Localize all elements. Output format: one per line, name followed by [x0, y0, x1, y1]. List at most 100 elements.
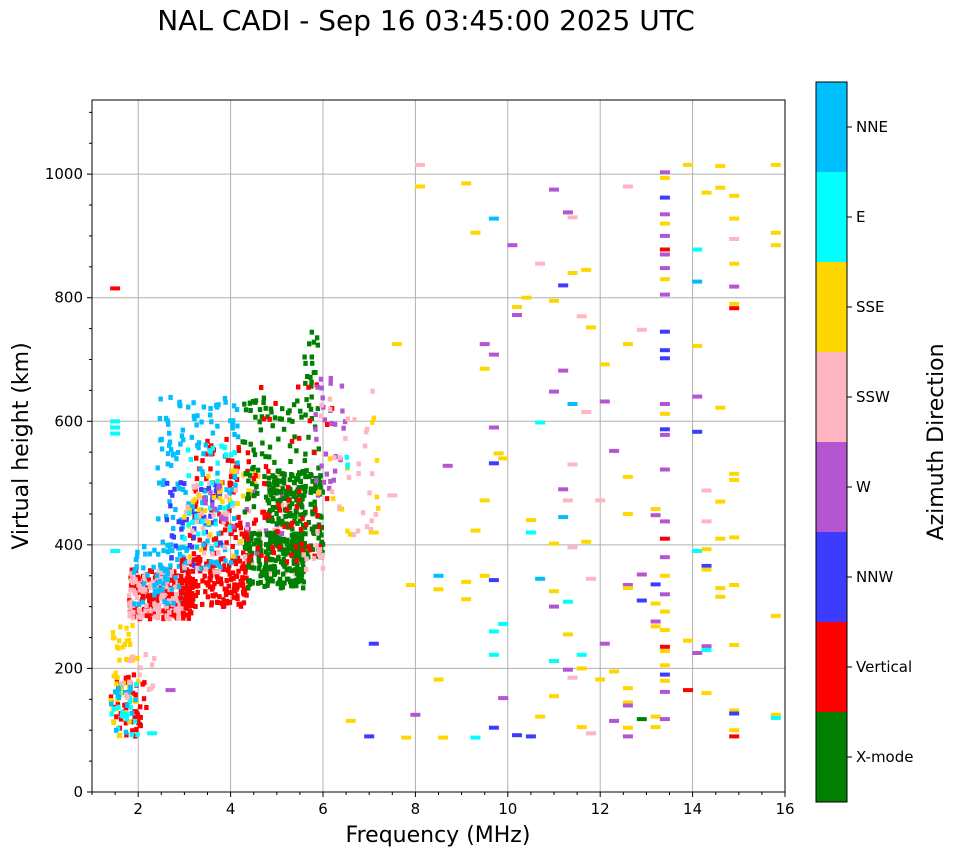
echo-point — [215, 562, 220, 568]
echo-point — [275, 482, 280, 488]
echo-point — [216, 485, 221, 491]
echo-point — [549, 541, 559, 546]
echo-point — [729, 734, 740, 739]
echo-point — [245, 522, 250, 528]
echo-point — [318, 376, 324, 382]
echo-point — [729, 301, 740, 306]
echo-point — [162, 592, 167, 598]
echo-point — [265, 512, 271, 518]
echo-point — [199, 510, 205, 516]
echo-point — [148, 608, 153, 614]
echo-point — [129, 732, 134, 738]
echo-point — [262, 565, 268, 571]
echo-point — [228, 576, 234, 582]
y-tick-label: 600 — [54, 412, 83, 430]
echo-point — [659, 292, 670, 297]
echo-point — [212, 550, 218, 556]
echo-point — [586, 576, 596, 581]
echo-point — [339, 506, 344, 512]
echo-point — [208, 412, 213, 418]
echo-point — [167, 546, 172, 552]
echo-point — [262, 474, 267, 480]
echo-point — [280, 406, 285, 412]
echo-point — [298, 512, 303, 518]
echo-point — [303, 451, 308, 457]
x-tick-label: 16 — [775, 800, 794, 818]
echo-point — [127, 699, 132, 704]
echo-point — [770, 243, 781, 248]
echo-point — [160, 482, 166, 487]
echo-point — [387, 493, 398, 498]
echo-point — [280, 502, 285, 508]
echo-point — [215, 460, 220, 466]
echo-point — [142, 680, 147, 686]
echo-point — [126, 689, 132, 695]
echo-point — [315, 406, 321, 412]
echo-point — [277, 507, 283, 513]
echo-point — [163, 610, 168, 616]
echo-point — [301, 585, 306, 591]
echo-point — [243, 471, 248, 477]
echo-point — [193, 593, 199, 599]
echo-point — [182, 481, 187, 487]
echo-point — [147, 616, 153, 622]
echo-point — [729, 535, 740, 540]
echo-point — [192, 484, 198, 490]
echo-point — [659, 592, 670, 597]
echo-point — [309, 379, 314, 385]
echo-point — [442, 463, 453, 468]
echo-point — [305, 550, 310, 556]
echo-point — [290, 538, 296, 543]
echo-point — [240, 493, 246, 499]
echo-point — [165, 461, 170, 467]
echo-point — [128, 587, 133, 593]
echo-point — [549, 187, 559, 192]
colorbar-tick-label: SSE — [856, 298, 885, 316]
echo-point — [266, 500, 272, 506]
echo-point — [257, 531, 263, 537]
echo-point — [166, 598, 172, 604]
echo-point — [165, 542, 170, 548]
echo-point — [479, 498, 490, 503]
echo-point — [194, 565, 200, 571]
echo-point — [156, 589, 161, 595]
echo-point — [116, 704, 121, 710]
echo-point — [161, 548, 166, 554]
echo-point — [212, 563, 218, 568]
echo-point — [329, 421, 334, 427]
echo-point — [109, 701, 114, 707]
echo-point — [180, 487, 186, 492]
echo-point — [167, 592, 172, 598]
echo-point — [159, 592, 165, 598]
echo-point — [292, 518, 297, 524]
echo-point — [284, 559, 290, 565]
echo-point — [770, 613, 781, 618]
echo-point — [156, 607, 162, 613]
echo-point — [173, 584, 178, 590]
echo-point — [315, 529, 320, 535]
echo-point — [180, 520, 185, 525]
echo-point — [659, 649, 670, 654]
echo-point — [285, 521, 290, 527]
echo-point — [251, 464, 256, 470]
echo-point — [140, 599, 146, 605]
echo-point — [261, 395, 267, 401]
echo-point — [228, 418, 233, 424]
echo-point — [143, 551, 148, 557]
echo-point — [267, 416, 272, 422]
echo-point — [204, 518, 209, 524]
echo-point — [185, 504, 190, 510]
echo-point — [220, 499, 225, 505]
echo-point — [163, 415, 169, 421]
colorbar-tick-label: W — [856, 478, 871, 496]
echo-point — [290, 473, 295, 479]
echo-point — [208, 572, 213, 577]
echo-point — [211, 512, 216, 518]
echo-point — [183, 489, 188, 495]
echo-point — [310, 478, 315, 484]
echo-point — [207, 505, 213, 511]
echo-point — [138, 587, 143, 593]
echo-point — [233, 482, 238, 488]
x-tick-label: 4 — [226, 800, 236, 818]
echo-point — [268, 537, 273, 543]
